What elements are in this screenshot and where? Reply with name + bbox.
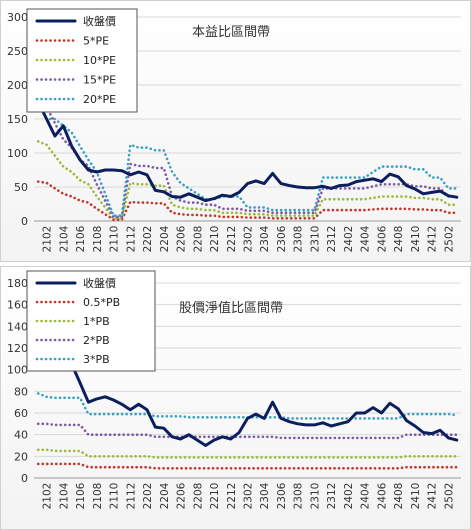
x-tick-label: 2108 [92,226,104,253]
x-tick-label: 2210 [209,226,221,253]
series-line-1 [36,180,459,221]
x-tick-label: 2102 [42,483,54,510]
x-tick-label: 2212 [226,226,238,253]
x-tick-label: 2102 [42,226,54,253]
legend-label: 3*PB [83,353,110,366]
pb-band-chart-panel: 0 20 40 60 80 100 120 140 160 180 2102 2104 2106 2108… [0,266,471,530]
series-line-1 [36,462,459,470]
x-tick-label: 2408 [393,483,405,510]
y-tick-label: 300 [7,11,28,24]
legend-box [26,270,156,372]
x-tick-label: 2310 [309,483,321,510]
x-tick-label: 2502 [443,483,455,510]
x-tick-label: 2212 [226,483,238,510]
x-tick-label: 2210 [209,483,221,510]
x-tick-label: 2110 [109,483,121,510]
x-tick-label: 2202 [142,483,154,510]
x-tick-label: 2204 [159,225,171,252]
y-tick-label: 0 [21,472,28,485]
x-tick-label: 2302 [243,226,255,253]
y-tick-label: 250 [7,45,28,58]
x-tick-label: 2312 [326,483,338,510]
x-tick-label: 2412 [427,483,439,510]
x-tick-label: 2202 [142,226,154,253]
x-tick-label: 2306 [276,482,288,509]
y-tick-label: 50 [14,181,28,194]
x-tick-label: 2206 [176,225,188,252]
x-tick-label: 2112 [125,483,137,510]
y-tick-label: 200 [7,79,28,92]
series-line-0 [36,286,459,447]
x-tick-label: 2308 [293,483,305,510]
y-tick-label: 20 [14,450,28,463]
x-tick-label: 2402 [343,226,355,253]
x-tick-label: 2104 [58,482,70,509]
x-tick-label: 2112 [125,226,137,253]
legend-label: 5*PE [83,35,109,48]
x-tick-label: 2410 [410,226,422,253]
x-tick-label: 2310 [309,226,321,253]
series-line-3 [36,422,459,440]
legend-box [26,8,138,113]
y-tick-label: 180 [7,277,28,290]
x-tick-label: 2312 [326,226,338,253]
y-tick-label: 120 [7,342,28,355]
x-tick-label: 2302 [243,483,255,510]
y-tick-label: 150 [7,113,28,126]
x-tick-label: 2304 [259,225,271,252]
x-tick-label: 2502 [443,226,455,253]
y-tick-label: 40 [14,429,28,442]
x-tick-label: 2410 [410,483,422,510]
x-tick-label: 2404 [360,225,372,252]
x-tick-label: 2110 [109,226,121,253]
pb-band-chart: 0 20 40 60 80 100 120 140 160 180 2102 2104 2106 2108… [7,270,461,510]
pe-band-chart-panel: 0 50 100 150 200 250 300 2102 2104 2106 2108 2110 21… [0,0,471,262]
x-tick-label: 2108 [92,483,104,510]
legend-label: 20*PE [83,93,116,106]
x-tick-label: 2406 [376,225,388,252]
x-tick-label: 2106 [75,225,87,252]
legend-label: 10*PE [83,54,116,67]
series-line-2 [36,140,459,220]
x-tick-label: 2208 [192,483,204,510]
x-tick-label: 2404 [360,482,372,509]
x-tick-label: 2104 [58,225,70,252]
series-line-0 [36,100,459,203]
series-line-2 [36,448,459,459]
legend-label: 收盤價 [83,276,116,290]
x-tick-label: 2412 [427,226,439,253]
x-tick-label: 2308 [293,226,305,253]
x-tick-label: 2306 [276,225,288,252]
legend-label: 0.5*PB [83,296,120,309]
chart-title: 本益比區間帶 [192,25,270,40]
legend-label: 15*PE [83,74,116,87]
x-tick-label: 2206 [176,482,188,509]
x-tick-label: 2106 [75,482,87,509]
y-tick-label: 140 [7,320,28,333]
y-tick-label: 0 [21,215,28,228]
y-tick-label: 100 [7,147,28,160]
x-tick-label: 2204 [159,482,171,509]
y-tick-label: 160 [7,299,28,312]
x-tick-label: 2406 [376,482,388,509]
x-tick-label: 2408 [393,226,405,253]
x-tick-label: 2208 [192,226,204,253]
legend-label: 1*PB [83,315,110,328]
x-tick-label: 2402 [343,483,355,510]
y-tick-label: 100 [7,364,28,377]
series-line-4 [36,100,459,217]
pe-band-chart: 0 50 100 150 200 250 300 2102 2104 2106 2108 2110 21… [7,8,461,253]
y-tick-label: 80 [14,385,28,398]
y-tick-label: 60 [14,407,28,420]
x-tick-label: 2304 [259,482,271,509]
legend-label: 2*PB [83,334,110,347]
chart-title: 股價淨值比區間帶 [179,300,283,316]
legend-label: 收盤價 [83,14,116,28]
